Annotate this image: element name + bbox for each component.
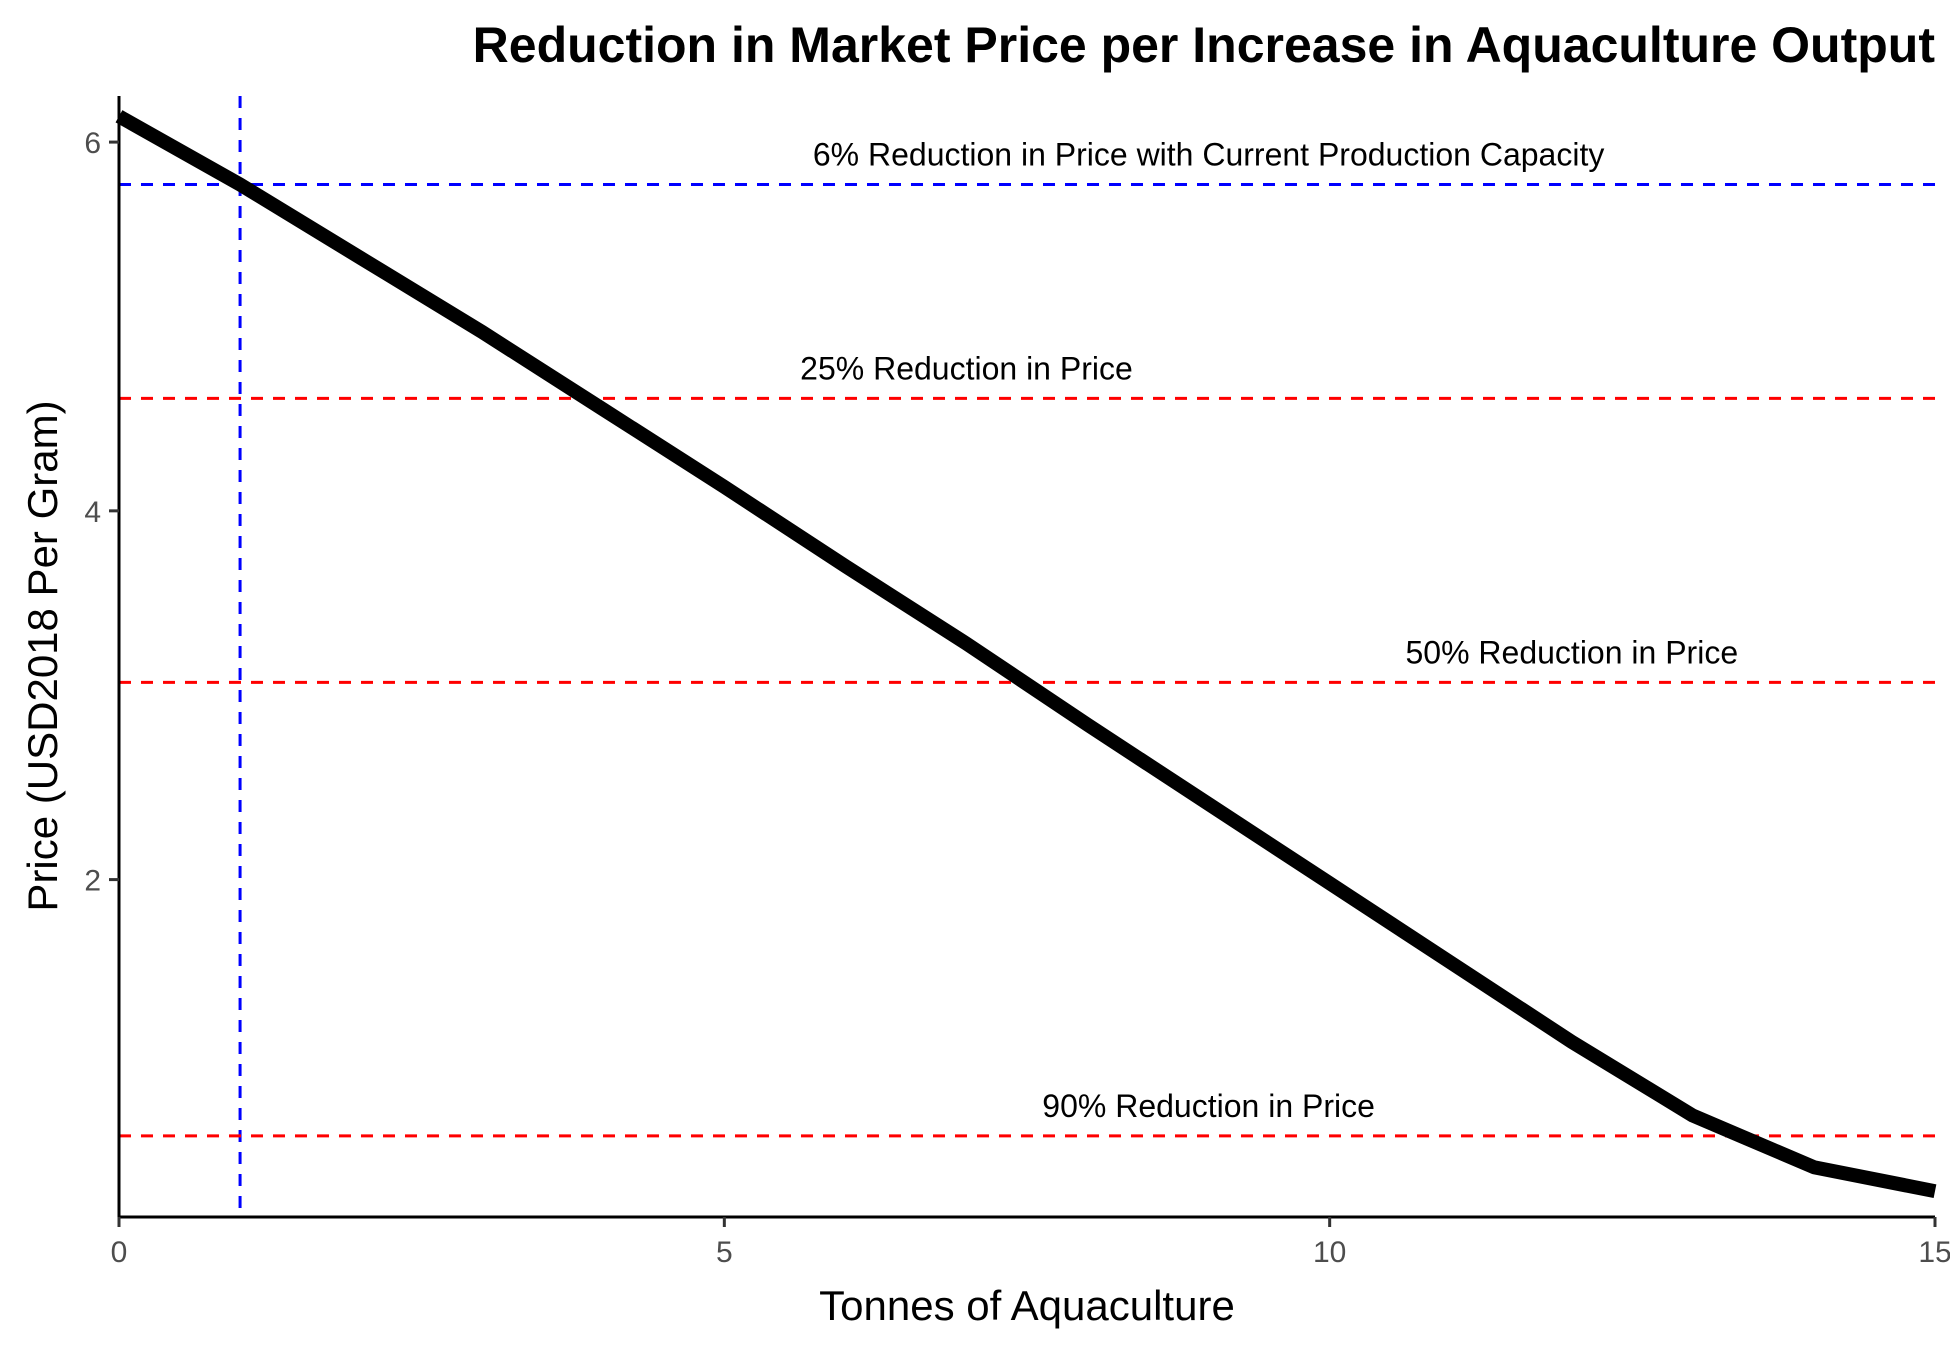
y-tick-label: 4	[84, 496, 101, 529]
chart-title: Reduction in Market Price per Increase i…	[473, 17, 1936, 73]
x-axis-title: Tonnes of Aquaculture	[819, 1282, 1235, 1329]
reference-line-label: 90% Reduction in Price	[1042, 1088, 1375, 1124]
x-tick-label: 0	[111, 1236, 128, 1269]
x-ticks: 0 5 10 15	[111, 1217, 1950, 1269]
axes	[117, 96, 1935, 1219]
x-tick-label: 10	[1313, 1236, 1346, 1269]
reference-line-label: 25% Reduction in Price	[800, 350, 1133, 386]
series-layer	[115, 110, 1937, 1199]
y-tick-label: 2	[84, 865, 101, 898]
y-tick-label: 6	[84, 127, 101, 160]
x-tick-label: 15	[1918, 1236, 1950, 1269]
x-tick-label: 5	[716, 1236, 733, 1269]
series-line	[115, 110, 1937, 1199]
annotations: 6% Reduction in Price with Current Produ…	[800, 137, 1738, 1124]
reference-line-label: 50% Reduction in Price	[1405, 634, 1738, 670]
reference-line-label: 6% Reduction in Price with Current Produ…	[813, 137, 1604, 173]
y-ticks: 2 4 6	[84, 127, 119, 898]
y-axis-title: Price (USD2018 Per Gram)	[19, 400, 66, 911]
